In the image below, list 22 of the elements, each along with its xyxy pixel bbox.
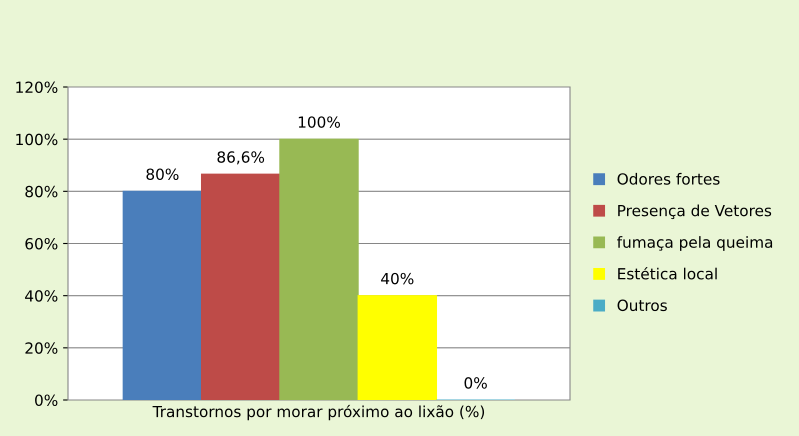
y-tick-label: 100% xyxy=(16,134,58,146)
bar xyxy=(279,138,359,400)
legend-label: Outros xyxy=(618,300,667,312)
y-tick-label: 0% xyxy=(35,394,58,406)
x-tick-label: Transtornos por morar próximo ao lixão (%) xyxy=(152,404,484,420)
data-label: 86,6% xyxy=(217,151,264,164)
legend-label: Odores fortes xyxy=(618,172,720,185)
bar xyxy=(122,190,202,400)
y-tick-label: 80% xyxy=(25,186,58,198)
legend-label: Estética local xyxy=(618,267,717,280)
y-tick-label: 120% xyxy=(16,81,58,94)
data-label: 80% xyxy=(146,168,179,180)
y-tick-label: 60% xyxy=(25,238,58,250)
legend-label: Presença de Vetores xyxy=(618,204,772,220)
data-label: 100% xyxy=(298,116,340,128)
data-label: 0% xyxy=(464,377,487,389)
legend-label: fumaça pela queima xyxy=(617,236,772,251)
bar xyxy=(358,295,438,400)
y-tick-label: 20% xyxy=(25,342,58,354)
y-tick-label: 40% xyxy=(25,290,58,302)
data-label: 40% xyxy=(381,272,414,284)
bar xyxy=(200,174,280,400)
